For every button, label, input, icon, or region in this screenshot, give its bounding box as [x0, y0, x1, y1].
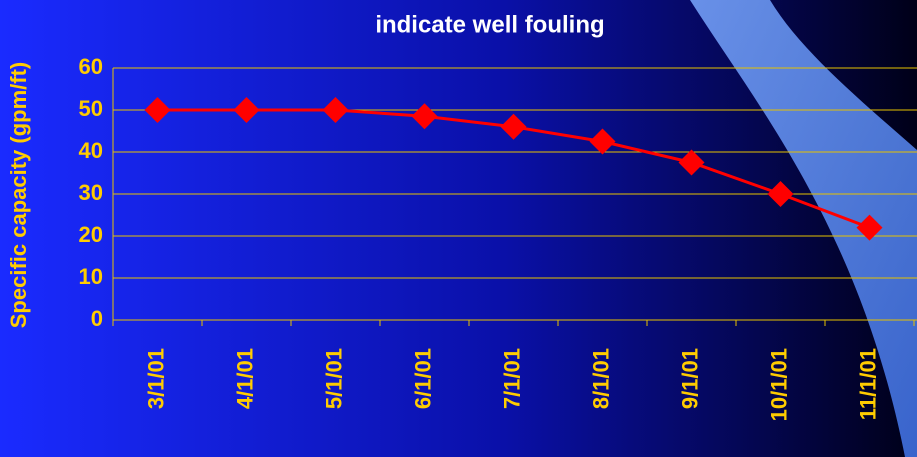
chart-title: indicate well fouling — [375, 11, 604, 38]
data-point — [322, 97, 349, 123]
x-tick-label: 7/1/01 — [499, 348, 524, 409]
data-point — [233, 97, 260, 123]
x-tick-label: 11/1/01 — [855, 348, 880, 420]
x-tick-label: 9/1/01 — [677, 348, 702, 409]
y-tick-label: 40 — [79, 138, 103, 163]
x-tick-label: 3/1/01 — [143, 348, 168, 409]
x-tick-label: 10/1/01 — [766, 348, 791, 421]
data-point — [500, 113, 527, 140]
y-tick-label: 60 — [79, 54, 103, 79]
x-tick-label: 8/1/01 — [588, 348, 613, 409]
y-tick-label: 20 — [79, 222, 103, 247]
y-tick-label: 50 — [79, 96, 103, 121]
data-point — [767, 181, 794, 207]
x-tick-label: 6/1/01 — [410, 348, 435, 409]
data-point — [678, 149, 705, 176]
data-point — [411, 103, 438, 130]
data-point — [856, 214, 883, 241]
y-tick-label: 30 — [79, 180, 103, 205]
data-point — [144, 97, 171, 123]
y-tick-label: 0 — [91, 306, 103, 331]
data-point — [589, 128, 616, 155]
x-tick-label: 4/1/01 — [232, 348, 257, 409]
y-axis-label: Specific capacity (gpm/ft) — [6, 62, 31, 329]
x-tick-label: 5/1/01 — [321, 348, 346, 409]
decorative-swoosh — [690, 0, 917, 457]
y-tick-label: 10 — [79, 264, 103, 289]
